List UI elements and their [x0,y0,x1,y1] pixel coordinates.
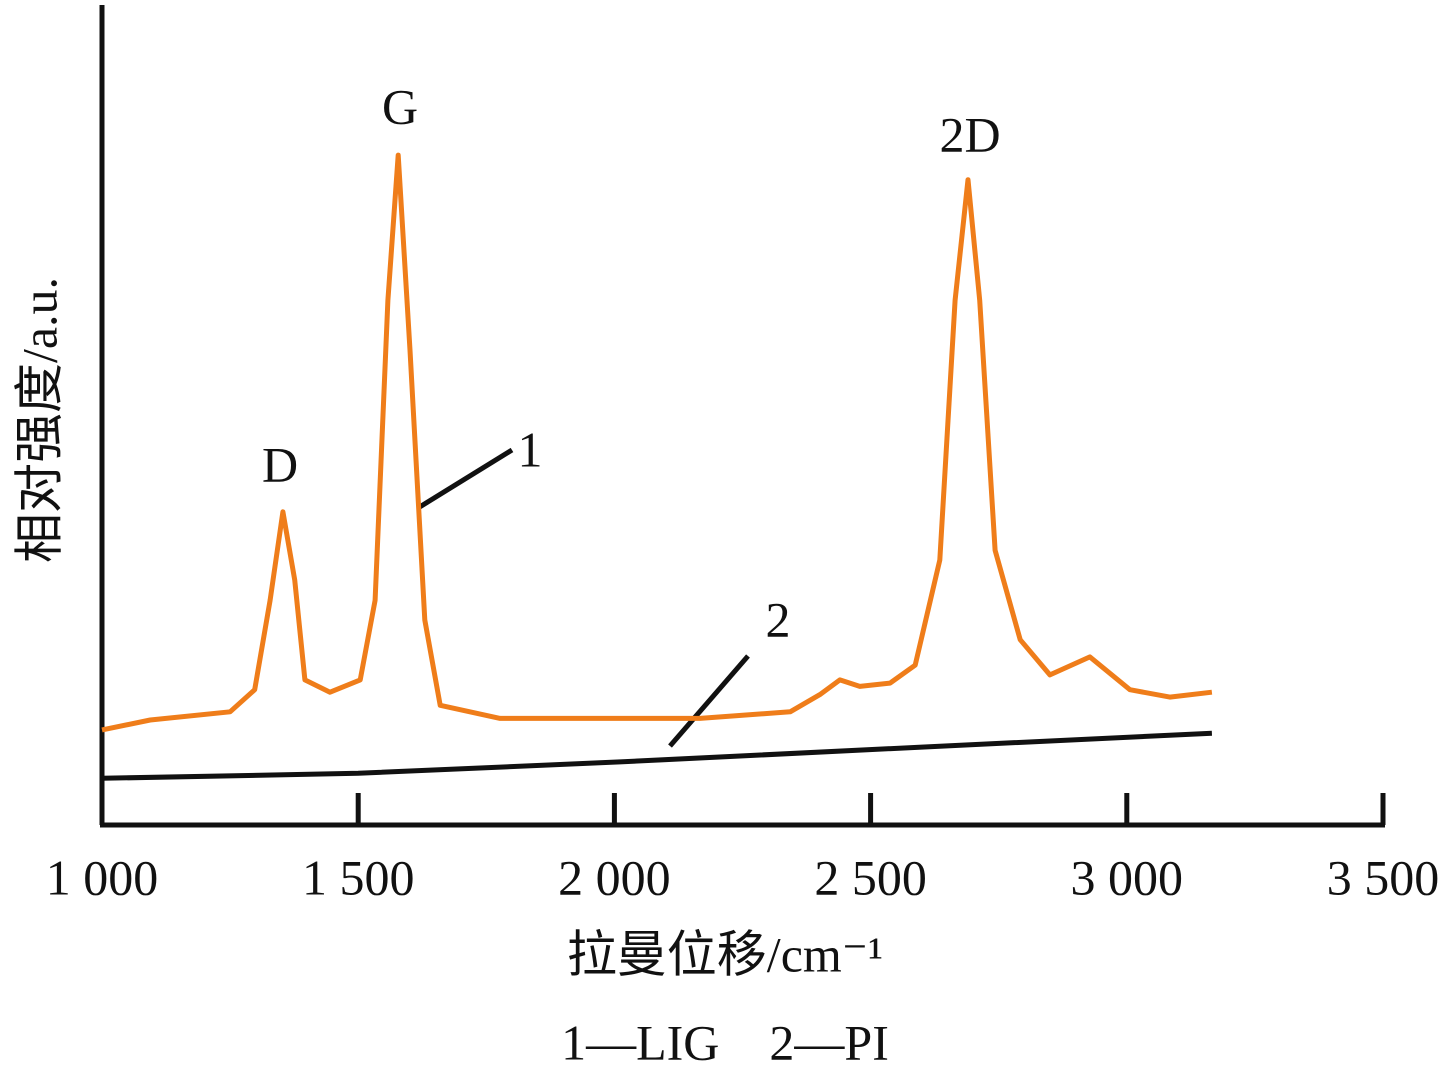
y-axis-label: 相对强度/a.u. [11,277,67,563]
x-tick-label: 1 000 [46,849,159,905]
x-tick-label: 2 500 [814,849,927,905]
peak-label: 2D [939,106,1000,162]
x-tick-label: 3 000 [1071,849,1184,905]
x-tick-label: 2 000 [558,849,671,905]
x-tick-label: 3 500 [1327,849,1440,905]
leader-line [668,654,750,748]
series-line [101,730,1213,781]
series-label: 1 [518,421,543,477]
x-tick-label: 1 500 [302,849,415,905]
peak-label: G [382,78,418,134]
peak-label: D [262,436,298,492]
x-axis-label: 拉曼位移/cm⁻¹ [567,926,883,982]
caption: 1—LIG 2—PI [561,1014,889,1070]
leader-line [416,447,514,511]
series-label: 2 [766,591,791,647]
series-line [101,152,1213,733]
